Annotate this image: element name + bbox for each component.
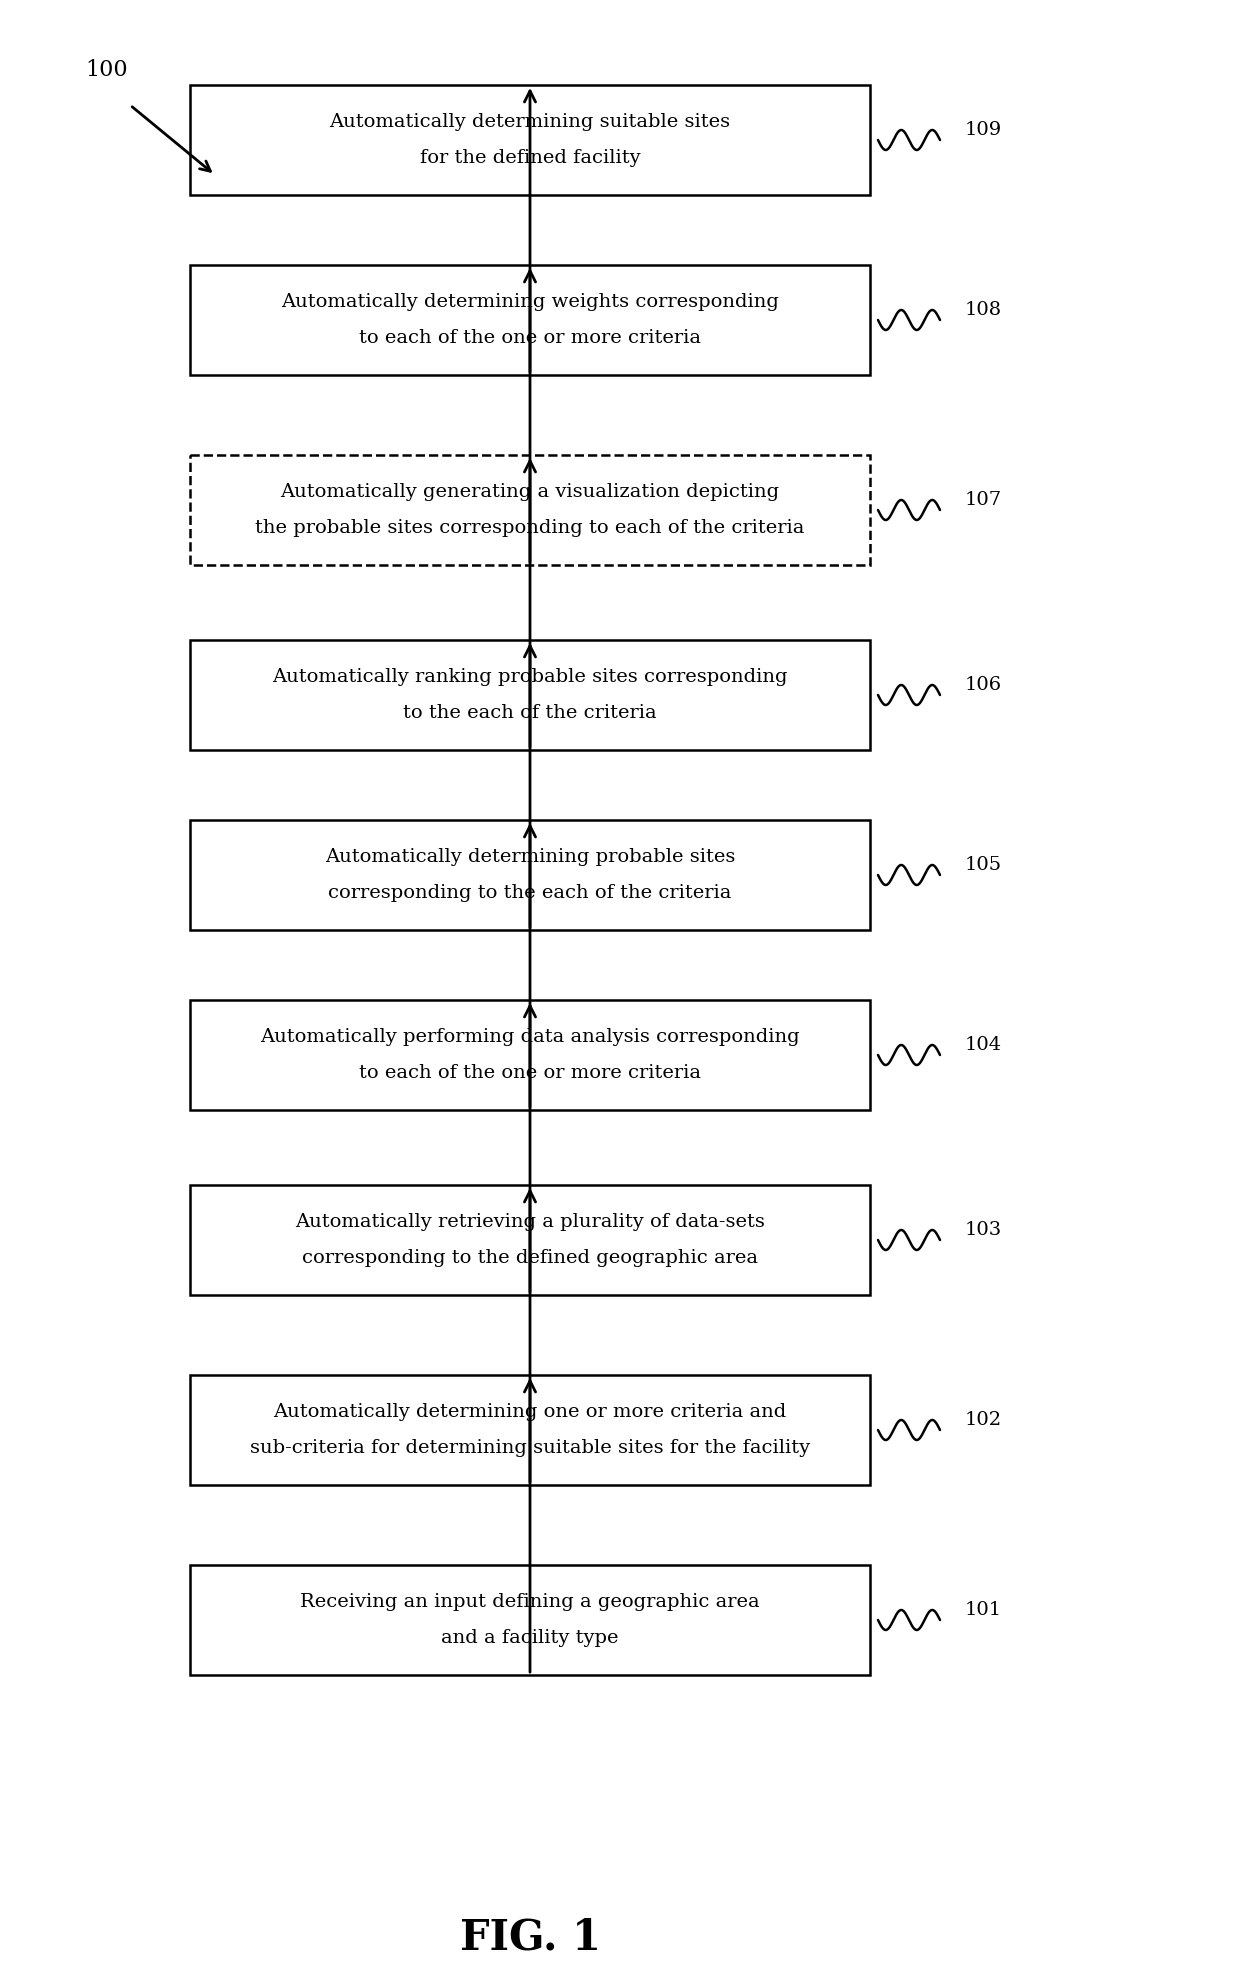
Text: Automatically ranking probable sites corresponding: Automatically ranking probable sites cor…: [273, 668, 787, 686]
Text: Automatically determining weights corresponding: Automatically determining weights corres…: [281, 293, 779, 311]
Text: to each of the one or more criteria: to each of the one or more criteria: [360, 1064, 701, 1082]
Bar: [190, 85, 870, 194]
Text: 102: 102: [965, 1411, 1002, 1429]
Text: to each of the one or more criteria: to each of the one or more criteria: [360, 329, 701, 347]
Text: 100: 100: [86, 59, 128, 81]
Bar: [190, 266, 870, 375]
Text: corresponding to the each of the criteria: corresponding to the each of the criteri…: [329, 884, 732, 902]
Bar: [190, 821, 870, 930]
Text: the probable sites corresponding to each of the criteria: the probable sites corresponding to each…: [255, 519, 805, 537]
Text: 101: 101: [965, 1601, 1002, 1619]
Text: Automatically determining one or more criteria and: Automatically determining one or more cr…: [273, 1403, 786, 1421]
Text: FIG. 1: FIG. 1: [460, 1917, 600, 1958]
Text: 109: 109: [965, 121, 1002, 139]
Text: and a facility type: and a facility type: [441, 1629, 619, 1647]
Bar: [190, 1185, 870, 1294]
Text: 103: 103: [965, 1221, 1002, 1239]
Bar: [190, 456, 870, 565]
Bar: [190, 1566, 870, 1675]
Text: corresponding to the defined geographic area: corresponding to the defined geographic …: [303, 1249, 758, 1266]
Bar: [190, 1001, 870, 1110]
Bar: [190, 640, 870, 749]
Text: 106: 106: [965, 676, 1002, 694]
Text: for the defined facility: for the defined facility: [419, 149, 640, 166]
Text: Automatically determining probable sites: Automatically determining probable sites: [325, 848, 735, 866]
Text: Receiving an input defining a geographic area: Receiving an input defining a geographic…: [300, 1594, 760, 1611]
Text: to the each of the criteria: to the each of the criteria: [403, 704, 657, 721]
Bar: [190, 1376, 870, 1485]
Text: Automatically generating a visualization depicting: Automatically generating a visualization…: [280, 484, 780, 501]
Text: 107: 107: [965, 492, 1002, 509]
Text: Automatically determining suitable sites: Automatically determining suitable sites: [330, 113, 730, 131]
Text: 108: 108: [965, 301, 1002, 319]
Text: Automatically performing data analysis corresponding: Automatically performing data analysis c…: [260, 1029, 800, 1046]
Text: 104: 104: [965, 1037, 1002, 1054]
Text: 105: 105: [965, 856, 1002, 874]
Text: sub-criteria for determining suitable sites for the facility: sub-criteria for determining suitable si…: [250, 1439, 810, 1457]
Text: Automatically retrieving a plurality of data-sets: Automatically retrieving a plurality of …: [295, 1213, 765, 1231]
